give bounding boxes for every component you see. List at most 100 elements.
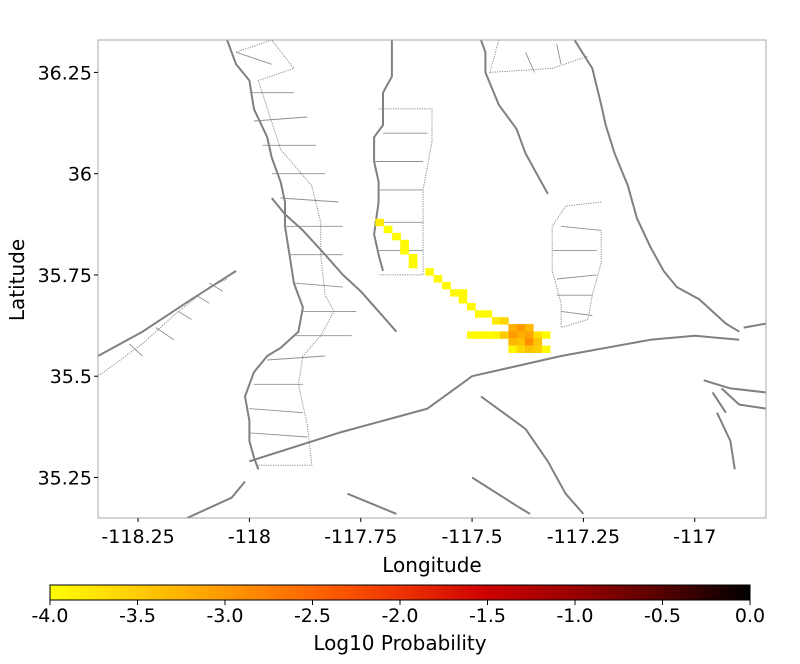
probability-cell [524, 345, 534, 353]
fault-zone-outline [551, 201, 602, 329]
fault-zone-segment [235, 51, 272, 65]
fault-zone-segment [249, 408, 303, 414]
probability-cell [433, 275, 443, 283]
x-tick-label: -117.75 [324, 526, 397, 548]
probability-cell [467, 331, 476, 339]
probability-cell [408, 254, 418, 262]
probability-cell [516, 324, 526, 332]
fault-zone-segment [525, 52, 535, 73]
fault-line [249, 334, 740, 463]
probability-cell [500, 317, 509, 325]
x-tick-label: -117.5 [441, 526, 502, 548]
colorbar-tick-label: -4.0 [31, 605, 68, 627]
probability-cell [508, 331, 518, 339]
x-axis-ticks: -118.25 -118 -117.75 -117.5 -117.25 -117 [101, 518, 716, 548]
y-axis-label: Latitude [5, 239, 29, 321]
map-layer [98, 40, 766, 518]
fault-zone-segment [177, 311, 192, 320]
y-tick-label: 36 [68, 164, 92, 186]
probability-cell [383, 225, 393, 234]
probability-cell [541, 345, 551, 353]
fault-zone-segment [267, 355, 326, 361]
fault-zone-segment [561, 310, 593, 316]
probability-cell [375, 218, 384, 227]
colorbar [49, 584, 751, 601]
probability-cell [492, 331, 501, 339]
probability-cell [475, 310, 484, 318]
fault-zone-outline [489, 40, 589, 73]
probability-cell [524, 338, 534, 346]
y-axis-ticks: 35.25 35.5 35.75 36 36.25 [38, 62, 98, 489]
probability-cell [483, 331, 493, 339]
fault-zone-segment [249, 432, 308, 438]
probability-cell [533, 345, 543, 353]
probability-cell [408, 260, 418, 269]
x-tick-label: -118.25 [101, 526, 174, 548]
colorbar-tick-label: -2.5 [294, 605, 331, 627]
fault-zone-segment [556, 274, 597, 280]
fault-zone-segment [155, 327, 174, 341]
fault-line [270, 197, 398, 333]
fault-line [373, 40, 393, 272]
fault-line [480, 395, 585, 515]
y-tick-label: 36.25 [38, 62, 92, 84]
probability-cell [467, 303, 476, 311]
probability-cell [508, 345, 518, 353]
probability-cell [533, 331, 543, 339]
fault-zone-segment [128, 343, 143, 357]
probability-cell [541, 331, 551, 339]
colorbar-ticks: -4.0 -3.5 -3.0 -2.5 -2.0 -1.5 -1.0 -0.5 0.0 [31, 600, 765, 627]
probability-cell [516, 331, 526, 339]
probability-cell [425, 268, 434, 276]
probability-cell [442, 282, 451, 290]
colorbar-tick-label: -2.0 [381, 605, 418, 627]
x-tick-label: -117 [673, 526, 716, 548]
probability-cell [508, 338, 518, 346]
fault-zone-segment [209, 282, 223, 292]
colorbar-tick-label: -1.5 [469, 605, 506, 627]
probability-cell [475, 331, 484, 339]
fault-line [471, 476, 531, 515]
probability-cell [524, 331, 534, 339]
fault-line [573, 40, 740, 333]
fault-line [743, 322, 766, 329]
probability-cell [483, 310, 493, 318]
colorbar-tick-label: 0.0 [735, 605, 765, 627]
x-axis-label: Longitude [382, 553, 481, 577]
fault-line [703, 379, 766, 394]
probability-cell [400, 239, 409, 248]
y-tick-label: 35.25 [38, 467, 92, 489]
colorbar-tick-label: -0.5 [644, 605, 681, 627]
colorbar-tick-label: -1.0 [556, 605, 593, 627]
fault-line [720, 387, 766, 410]
fault-zone-segment [253, 116, 308, 122]
probability-cell [458, 289, 468, 297]
probability-cell [500, 331, 509, 339]
probability-cell [392, 232, 401, 241]
fault-zone-segment [280, 197, 339, 203]
probability-cell [508, 324, 518, 332]
probability-cell [524, 324, 534, 332]
probability-cell [516, 345, 526, 353]
fault-line [480, 40, 549, 195]
colorbar-tick-label: -3.0 [206, 605, 243, 627]
plot-frame [97, 39, 767, 519]
fault-zone-segment [556, 44, 562, 65]
y-tick-label: 35.75 [38, 265, 92, 287]
probability-cell [533, 338, 543, 346]
probability-cells [375, 218, 551, 353]
y-tick-label: 35.5 [50, 366, 92, 388]
x-tick-label: -118 [228, 526, 271, 548]
fault-line [716, 412, 736, 470]
fault-zone-segment [195, 294, 210, 304]
fault-line [711, 391, 727, 414]
fault-zone-outline [235, 40, 335, 466]
fault-zone-outline [98, 278, 228, 377]
probability-cell [400, 247, 409, 255]
colorbar-label: Log10 Probability [313, 631, 486, 655]
x-tick-label: -117.25 [547, 526, 620, 548]
fault-line [98, 270, 237, 357]
probability-cell [492, 317, 501, 325]
probability-cell [516, 338, 526, 346]
